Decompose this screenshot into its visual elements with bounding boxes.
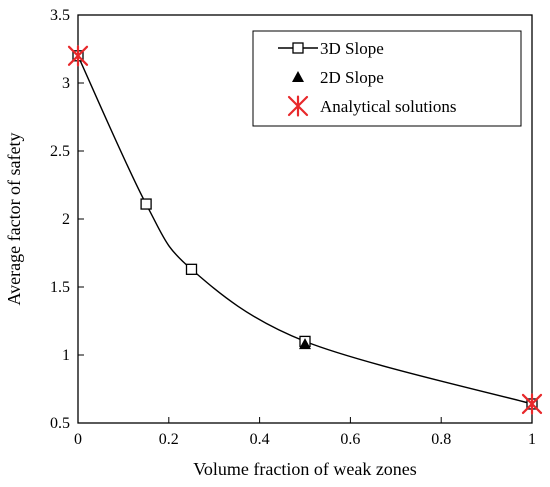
x-axis-title: Volume fraction of weak zones [193,459,417,479]
x-tick-label: 0.6 [340,431,360,448]
legend-marker-analytical [287,95,309,117]
marker-layer [67,45,543,415]
legend-label-2d-slope: 2D Slope [320,68,384,87]
legend-symbol-analytical [287,95,309,117]
legend-marker-2d-slope [292,71,304,82]
y-tick-label: 3 [62,75,70,92]
legend-label-analytical: Analytical solutions [320,97,456,116]
point-3d-slope [140,198,152,210]
x-tick-label: 0.8 [431,431,451,448]
legend-symbol-2d-slope [292,71,304,82]
legend-symbol-3d-slope [278,42,318,54]
point-3d-slope [185,263,198,275]
curve-layer [77,55,533,405]
x-tick-label: 0 [74,431,82,448]
y-tick-label: 1 [62,347,70,364]
x-tick-label: 0.4 [250,431,270,448]
legend: 3D Slope 2D Slope Analytical solutions [252,30,522,127]
point-2d-slope [299,338,311,350]
x-tick-label: 1 [528,431,536,448]
legend-label-3d-slope: 3D Slope [320,39,384,58]
x-tick-label: 0.2 [159,431,179,448]
point-analytical [521,393,543,415]
y-tick-label: 2 [62,211,70,228]
point-analytical [67,45,89,67]
y-tick-label: 0.5 [50,415,70,432]
y-axis-title: Average factor of safety [4,132,24,305]
legend-marker-3d-slope [292,42,304,54]
y-tick-label: 2.5 [50,143,70,160]
y-tick-label: 3.5 [50,7,70,24]
y-ticks: 0.5 1 1.5 2 2.5 3 3.5 [50,7,84,432]
y-tick-label: 1.5 [50,279,70,296]
x-ticks: 0 0.2 0.4 0.6 0.8 1 [74,417,536,448]
series-line-3d-slope [77,55,533,405]
